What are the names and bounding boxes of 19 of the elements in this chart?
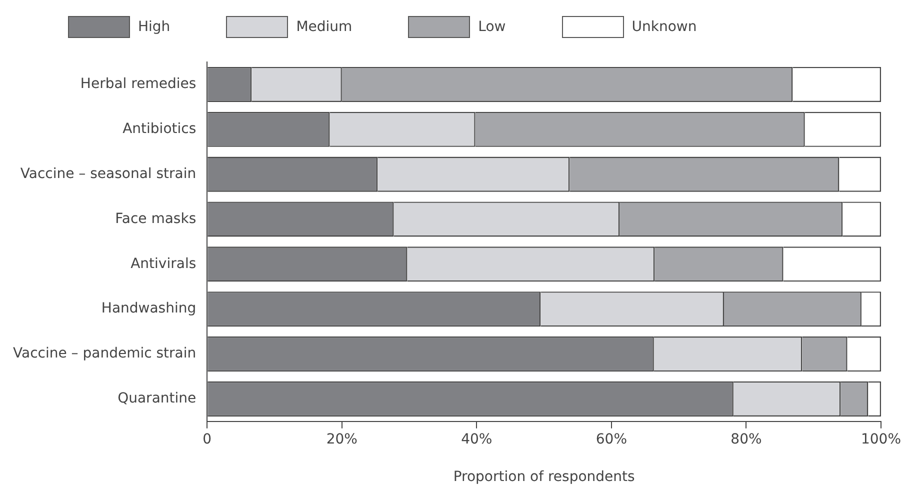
y-tick-label: Vaccine – pandemic strain bbox=[12, 346, 196, 362]
y-tick-label: Vaccine – seasonal strain bbox=[20, 166, 196, 182]
y-tick-label: Handwashing bbox=[101, 300, 196, 317]
x-tick-label: 60% bbox=[596, 431, 628, 448]
y-tick-label: Face masks bbox=[115, 210, 196, 227]
y-tick-label: Herbal remedies bbox=[80, 76, 196, 92]
y-tick-label: Antivirals bbox=[130, 256, 196, 272]
legend-label: Unknown bbox=[632, 19, 697, 35]
y-tick-label: Quarantine bbox=[118, 390, 196, 407]
x-tick-label: 20% bbox=[326, 431, 358, 448]
legend-label: Medium bbox=[296, 19, 352, 35]
y-tick-label: Antibiotics bbox=[122, 121, 196, 138]
legend-label: High bbox=[138, 19, 170, 35]
x-tick-label: 0 bbox=[202, 431, 212, 448]
x-tick-label: 80% bbox=[730, 431, 762, 448]
legend-label: Low bbox=[478, 19, 506, 35]
x-tick-label: 40% bbox=[461, 431, 492, 448]
x-axis-title: Proportion of respondents bbox=[453, 469, 635, 486]
x-tick-label: 100% bbox=[860, 431, 902, 448]
